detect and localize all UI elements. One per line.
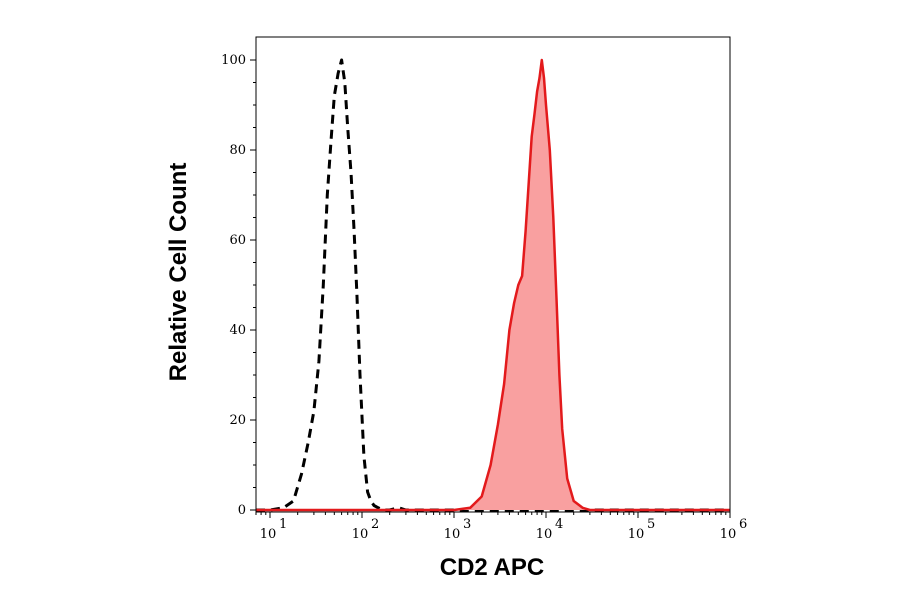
- y-tick-label: 60: [229, 233, 246, 248]
- x-tick-label: 10: [444, 527, 461, 542]
- y-tick-label: 20: [229, 413, 246, 428]
- y-tick-label: 80: [229, 143, 246, 158]
- plot-frame: [255, 36, 731, 513]
- x-tick-label: 10: [628, 527, 645, 542]
- x-tick-exponent: 2: [371, 517, 379, 532]
- series-layer: [256, 58, 730, 512]
- y-tick-label: 40: [229, 323, 246, 338]
- y-axis-title: Relative Cell Count: [165, 163, 192, 382]
- series-0-line: [256, 58, 730, 512]
- x-tick-exponent: 1: [279, 517, 287, 532]
- x-tick-exponent: 6: [739, 517, 747, 532]
- y-tick-label: 100: [221, 53, 246, 68]
- x-tick-label: 10: [260, 527, 277, 542]
- x-tick-label: 10: [720, 527, 737, 542]
- x-tick-label: 10: [352, 527, 369, 542]
- x-axis-title: CD2 APC: [440, 554, 544, 581]
- series-1-fill: [256, 60, 730, 510]
- x-tick-label: 10: [536, 527, 553, 542]
- x-tick-exponent: 3: [463, 517, 471, 532]
- x-tick-exponent: 5: [647, 517, 655, 532]
- x-tick-exponent: 4: [555, 517, 563, 532]
- y-tick-label: 0: [238, 503, 246, 518]
- series-1-line: [256, 58, 730, 512]
